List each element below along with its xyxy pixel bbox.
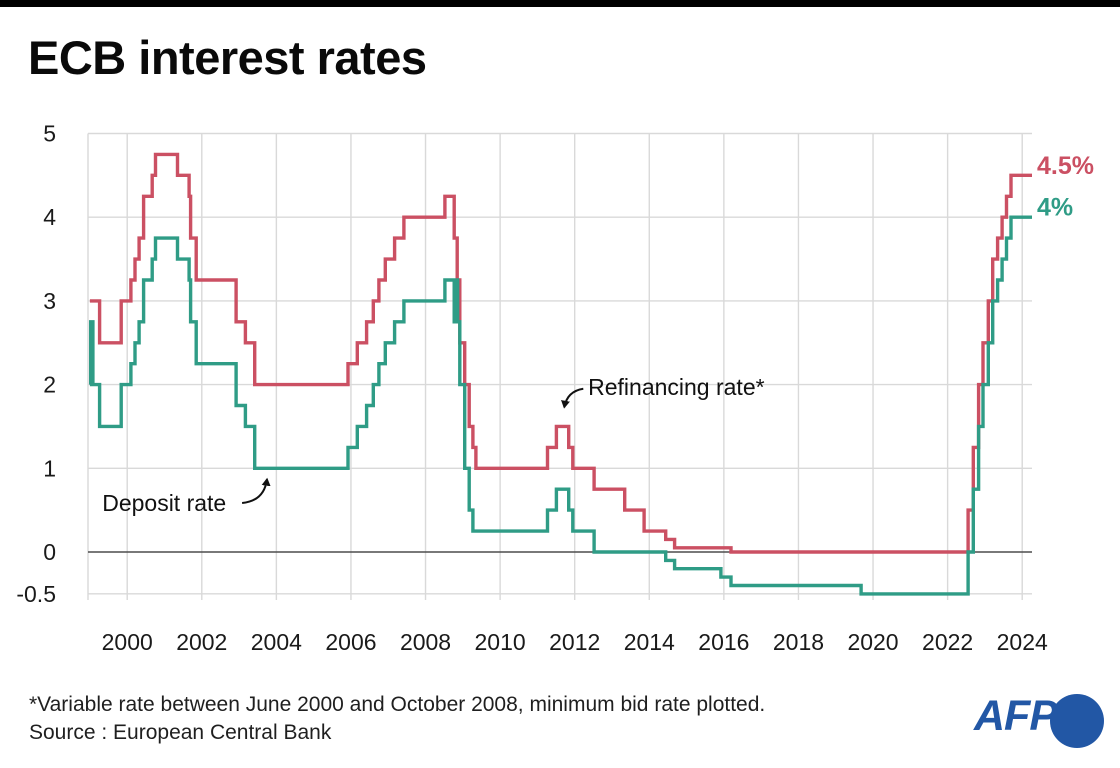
annotation-arrow [241, 477, 271, 504]
y-tick-label: 2 [43, 372, 56, 398]
x-tick-label: 2008 [400, 629, 451, 655]
y-tick-label: 1 [43, 455, 56, 481]
footnote: *Variable rate between June 2000 and Oct… [29, 693, 766, 716]
y-tick-label: 3 [43, 288, 56, 314]
series-refinancing-rate [89, 152, 1032, 554]
annotation-label: Deposit rate [102, 490, 226, 516]
x-tick-label: 2024 [997, 629, 1048, 655]
series-end-label: 4.5% [1037, 152, 1094, 180]
top-bar [0, 0, 1120, 7]
source-line: Source : European Central Bank [29, 721, 332, 744]
series-end-label: 4% [1037, 194, 1073, 222]
afp-logo: AFP [974, 692, 1106, 752]
x-tick-label: 2004 [251, 629, 302, 655]
x-tick-label: 2020 [847, 629, 898, 655]
annotation-label: Refinancing rate* [588, 374, 764, 400]
afp-logo-text: AFP [974, 692, 1058, 740]
y-tick-label: -0.5 [16, 581, 56, 607]
page-title: ECB interest rates [28, 31, 427, 84]
x-tick-label: 2000 [102, 629, 153, 655]
afp-logo-circle [1050, 694, 1104, 748]
x-tick-label: 2002 [176, 629, 227, 655]
series-deposit-rate [89, 215, 1032, 596]
annotation-arrow [561, 387, 584, 409]
x-tick-label: 2010 [475, 629, 526, 655]
x-tick-label: 2006 [325, 629, 376, 655]
x-tick-label: 2018 [773, 629, 824, 655]
x-tick-label: 2016 [698, 629, 749, 655]
y-tick-label: 0 [43, 539, 56, 565]
rates-chart: 2000 2002 2004 2006 2008 2010 2012 2014 2016 2018… [16, 121, 1094, 656]
y-tick-label: 5 [43, 121, 56, 147]
x-tick-label: 2012 [549, 629, 600, 655]
y-tick-label: 4 [43, 204, 56, 230]
x-tick-label: 2022 [922, 629, 973, 655]
x-tick-label: 2014 [624, 629, 675, 655]
